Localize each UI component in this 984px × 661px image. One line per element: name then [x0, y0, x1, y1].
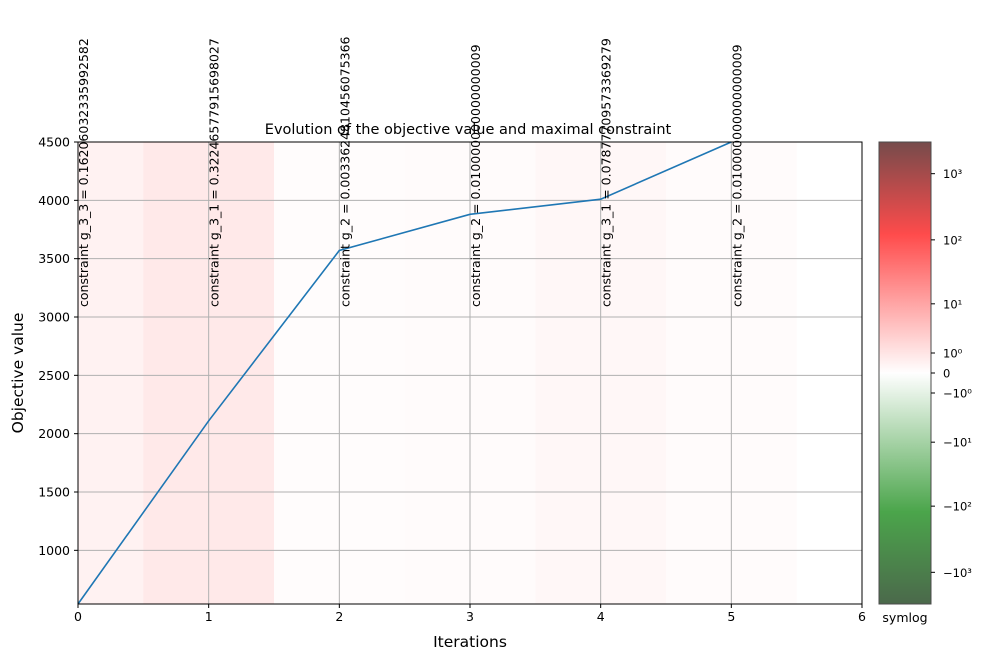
- y-tick-label-1500: 1500: [38, 485, 70, 500]
- colorbar-tick-label-7: −10²: [943, 500, 972, 514]
- colorbar-gradient: [878, 141, 932, 605]
- colorbar-tick-label-0: 10³: [943, 167, 963, 181]
- colorbar-tick-label-5: −10⁰: [943, 386, 972, 400]
- constraint-annotation-5: constraint g_2 = 0.010000000000000009: [729, 44, 744, 307]
- y-axis: 1000 1500 2000 2500 3000 3500 4000 4500: [38, 135, 78, 558]
- constraint-annotation-3: constraint g_2 = 0.010000000000000009: [468, 44, 483, 307]
- chart-title: Evolution of the objective value and max…: [265, 122, 672, 138]
- colorbar-label: symlog: [882, 610, 927, 625]
- y-axis-label: Objective value: [9, 313, 27, 434]
- colorbar-tick-label-6: −10¹: [943, 436, 972, 450]
- x-tick-label-2: 2: [335, 609, 343, 624]
- constraint-background-bands: [78, 142, 274, 604]
- colorbar-ticks: 10³ 10² 10¹ 10⁰ 0 −10⁰ −10¹ −10² −10³: [931, 167, 972, 580]
- objective-line: [77, 141, 732, 605]
- constraint-annotation-4: constraint g_3_1 = 0.07877709573369279: [599, 38, 614, 307]
- colorbar-tick-label-2: 10¹: [943, 297, 962, 311]
- y-tick-label-1000: 1000: [38, 543, 70, 558]
- constraint-annotation-2: constraint g_2 = 0.0033624810456075366: [337, 36, 352, 307]
- y-tick-label-4500: 4500: [38, 135, 70, 150]
- x-tick-label-0: 0: [74, 609, 82, 624]
- colorbar-tick-label-8: −10³: [943, 566, 972, 580]
- colorbar-tick-label-1: 10²: [943, 233, 962, 247]
- objective-series: [77, 141, 732, 605]
- x-axis-label: Iterations: [433, 633, 507, 651]
- x-axis: 0 1 2 3 4 5 6: [74, 604, 866, 624]
- constraint-annotation-1: constraint g_3_1 = 0.32246577915698027: [207, 38, 222, 307]
- constraint-annotations: constraint g_3_3 = 0.16206032335992582 co…: [76, 36, 744, 307]
- x-tick-label-4: 4: [597, 609, 605, 624]
- y-tick-label-3000: 3000: [38, 310, 70, 325]
- y-tick-label-4000: 4000: [38, 193, 70, 208]
- x-tick-label-3: 3: [466, 609, 474, 624]
- x-tick-label-6: 6: [858, 609, 866, 624]
- colorbar-tick-label-3: 10⁰: [943, 347, 963, 361]
- x-tick-label-1: 1: [205, 609, 213, 624]
- y-tick-label-3500: 3500: [38, 251, 70, 266]
- x-tick-label-5: 5: [727, 609, 735, 624]
- y-tick-label-2500: 2500: [38, 368, 70, 383]
- y-tick-label-2000: 2000: [38, 426, 70, 441]
- colorbar: 10³ 10² 10¹ 10⁰ 0 −10⁰ −10¹ −10² −10³ symlog: [878, 141, 972, 625]
- colorbar-tick-label-4: 0: [943, 367, 950, 381]
- constraint-annotation-0: constraint g_3_3 = 0.16206032335992582: [76, 38, 91, 307]
